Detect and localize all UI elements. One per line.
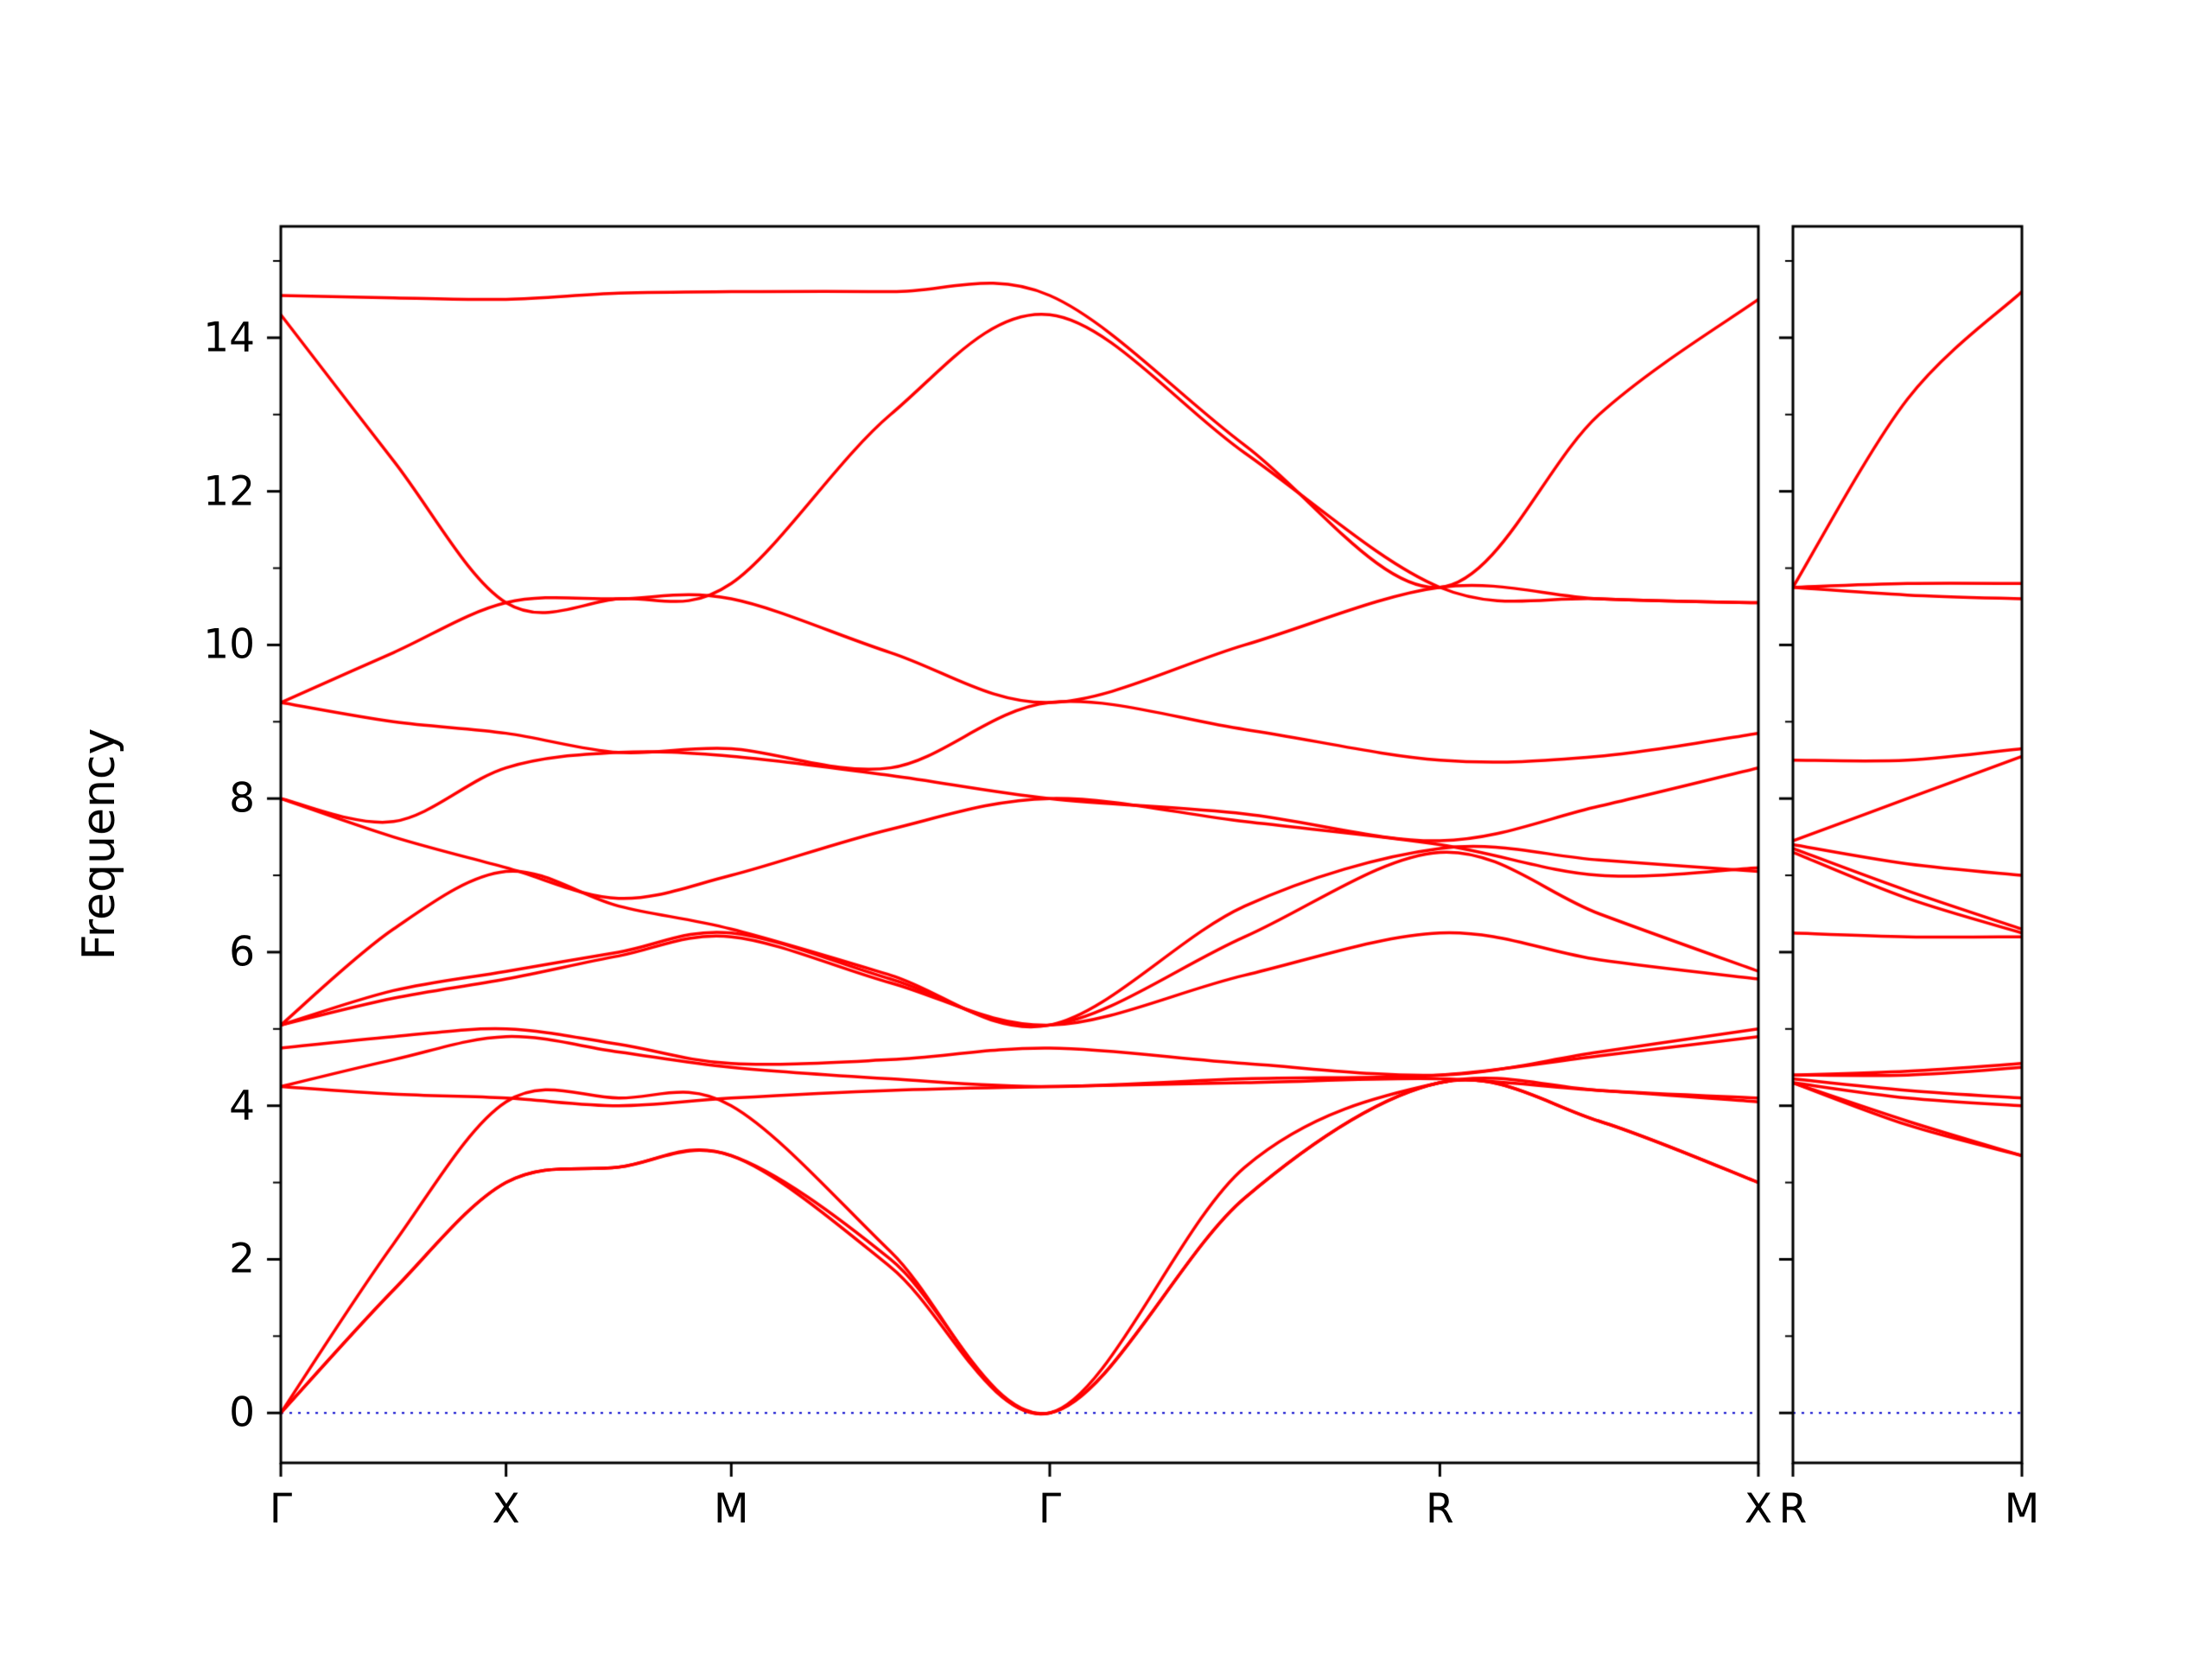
y-tick-label-14: 14 <box>203 314 255 362</box>
x-tick-label-right-0: R <box>1778 1485 1808 1533</box>
x-tick-label-main-5: X <box>1744 1485 1773 1533</box>
x-tick-label-main-0: Γ <box>269 1485 293 1533</box>
x-tick-label-main-3: Γ <box>1038 1485 1062 1533</box>
x-tick-label-right-1: M <box>2004 1485 2040 1533</box>
x-tick-label-main-4: R <box>1426 1485 1454 1533</box>
y-tick-label-12: 12 <box>203 467 255 516</box>
y-tick-label-2: 2 <box>229 1235 255 1283</box>
y-tick-label-0: 0 <box>229 1389 255 1437</box>
y-axis-label: Frequency <box>73 728 125 961</box>
y-tick-label-10: 10 <box>203 620 255 669</box>
y-tick-label-4: 4 <box>229 1082 255 1130</box>
x-tick-label-main-2: M <box>714 1485 749 1533</box>
x-tick-label-main-1: X <box>492 1485 520 1533</box>
y-tick-label-8: 8 <box>229 774 255 823</box>
y-tick-label-6: 6 <box>229 928 255 976</box>
